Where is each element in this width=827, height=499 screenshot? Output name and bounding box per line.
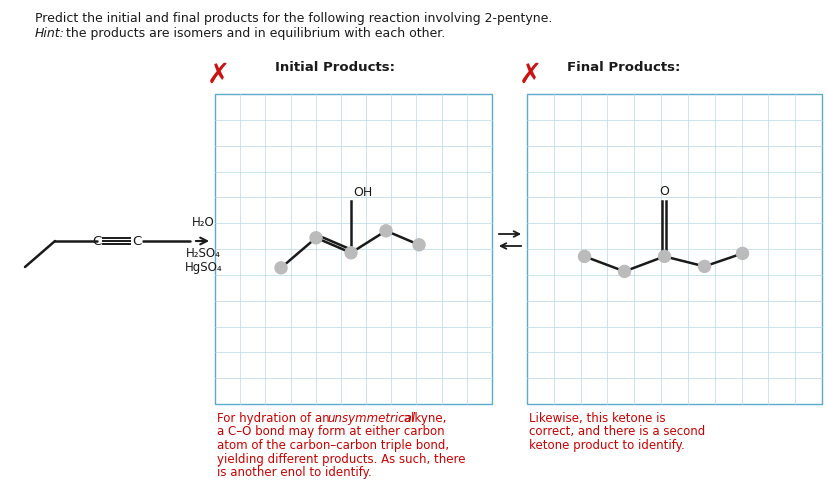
Text: a C–O bond may form at either carbon: a C–O bond may form at either carbon <box>217 426 444 439</box>
Text: OH: OH <box>352 186 372 199</box>
Text: yielding different products. As such, there: yielding different products. As such, th… <box>217 453 465 466</box>
Text: HgSO₄: HgSO₄ <box>184 261 222 274</box>
Circle shape <box>413 239 424 251</box>
Text: C: C <box>132 235 141 248</box>
Circle shape <box>345 247 356 259</box>
Text: Initial Products:: Initial Products: <box>275 61 394 74</box>
Text: For hydration of an: For hydration of an <box>217 412 333 425</box>
Circle shape <box>735 248 748 259</box>
Text: Predict the initial and final products for the following reaction involving 2-pe: Predict the initial and final products f… <box>35 12 552 25</box>
Circle shape <box>657 250 670 262</box>
Text: H₂SO₄: H₂SO₄ <box>186 247 221 260</box>
Text: ✗: ✗ <box>207 61 230 89</box>
Text: C: C <box>93 235 102 248</box>
Circle shape <box>309 232 322 244</box>
Text: alkyne,: alkyne, <box>399 412 446 425</box>
Circle shape <box>275 262 287 274</box>
Text: is another enol to identify.: is another enol to identify. <box>217 466 371 479</box>
Circle shape <box>698 260 710 272</box>
Text: O: O <box>659 186 668 199</box>
Text: Likewise, this ketone is: Likewise, this ketone is <box>528 412 665 425</box>
Text: the products are isomers and in equilibrium with each other.: the products are isomers and in equilibr… <box>62 27 445 40</box>
Circle shape <box>380 225 391 237</box>
Bar <box>526 94 821 404</box>
Text: ketone product to identify.: ketone product to identify. <box>528 439 684 452</box>
Circle shape <box>618 265 629 277</box>
Text: H₂O: H₂O <box>192 216 215 229</box>
Text: Final Products:: Final Products: <box>566 61 680 74</box>
Text: Hint:: Hint: <box>35 27 65 40</box>
Text: unsymmetrical: unsymmetrical <box>327 412 414 425</box>
Circle shape <box>578 250 590 262</box>
Text: ✗: ✗ <box>519 61 542 89</box>
Bar <box>215 94 491 404</box>
Text: atom of the carbon–carbon triple bond,: atom of the carbon–carbon triple bond, <box>217 439 448 452</box>
Text: correct, and there is a second: correct, and there is a second <box>528 426 705 439</box>
